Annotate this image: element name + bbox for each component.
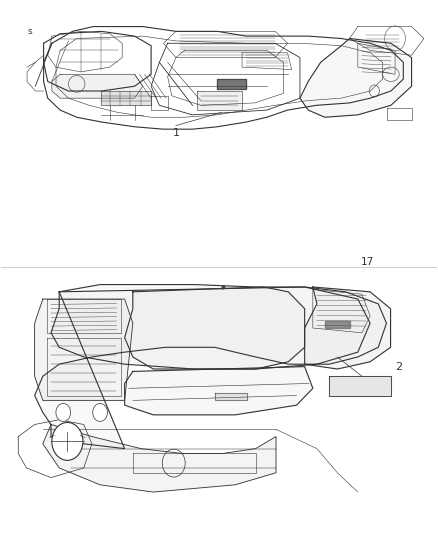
Circle shape — [56, 403, 71, 422]
Circle shape — [52, 423, 83, 461]
Polygon shape — [51, 287, 370, 369]
Text: s: s — [27, 27, 32, 36]
Polygon shape — [125, 367, 313, 415]
Polygon shape — [215, 393, 247, 400]
Polygon shape — [35, 285, 386, 449]
Text: 17: 17 — [360, 256, 374, 266]
Polygon shape — [300, 38, 412, 117]
Polygon shape — [217, 79, 246, 88]
Polygon shape — [197, 91, 242, 110]
Text: 2: 2 — [395, 361, 402, 372]
Polygon shape — [35, 299, 133, 400]
Polygon shape — [305, 287, 391, 369]
Polygon shape — [325, 321, 350, 328]
Polygon shape — [19, 14, 432, 253]
Polygon shape — [10, 280, 419, 521]
Polygon shape — [102, 91, 151, 106]
Polygon shape — [125, 287, 305, 369]
Polygon shape — [43, 424, 276, 492]
Polygon shape — [329, 376, 391, 395]
Text: 1: 1 — [173, 128, 180, 138]
Polygon shape — [52, 74, 143, 98]
Circle shape — [93, 403, 107, 422]
